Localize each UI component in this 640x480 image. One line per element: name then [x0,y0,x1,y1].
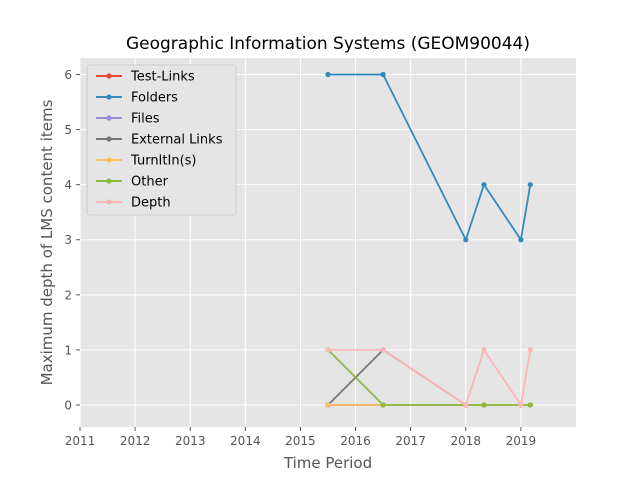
data-point [380,402,386,408]
data-point [463,237,469,243]
legend-label: TurnItIn(s) [130,154,196,169]
data-point [518,402,524,408]
x-tick-label: 2012 [120,434,151,448]
y-tick-label: 1 [64,343,72,357]
data-point [380,347,386,353]
legend-marker [106,178,112,184]
series-folders [325,71,533,243]
x-tick-label: 2013 [175,434,206,448]
x-tick-label: 2011 [65,434,96,448]
legend-label: External Links [131,133,223,148]
data-point [527,402,533,408]
legend-marker [106,94,112,100]
legend-marker [106,157,112,163]
legend-marker [106,115,112,121]
x-tick-label: 2014 [230,434,261,448]
series-depth [325,347,533,408]
x-tick-label: 2019 [506,434,537,448]
data-point [481,182,487,188]
series-layer [325,71,533,408]
y-tick-label: 3 [64,233,72,247]
data-point [463,402,469,408]
data-point [481,402,487,408]
x-axis-label: Time Period [283,454,372,472]
chart-title: Geographic Information Systems (GEOM9004… [126,34,530,54]
legend-marker [106,73,112,79]
x-tick-label: 2017 [395,434,426,448]
legend-label: Other [131,175,169,190]
x-tick-label: 2015 [285,434,316,448]
y-axis-label: Maximum depth of LMS content items [38,99,56,385]
y-tick-label: 5 [64,123,72,137]
x-tick-label: 2016 [340,434,371,448]
legend-label: Files [131,112,160,127]
series-line-depth [328,348,532,406]
y-tick-label: 6 [64,68,72,82]
legend-box [86,64,237,216]
x-axis: 2011 2012 2013 2014 2015 2016 2017 2018 2019 [65,427,536,448]
legend-marker [106,199,112,205]
y-tick-label: 2 [64,288,72,302]
legend: Test-Links Folders Files External Links Turn… [86,64,237,216]
data-point [527,347,533,353]
y-axis: 0 1 2 3 4 5 6 [64,68,80,412]
y-tick-label: 0 [64,398,72,412]
data-point [527,182,533,188]
data-point [325,402,331,408]
data-point [481,347,487,353]
data-point [325,347,331,353]
data-point [325,71,331,78]
legend-marker [106,136,112,142]
data-point [518,237,524,243]
legend-label: Depth [131,196,171,211]
legend-label: Test-Links [130,70,195,85]
x-tick-label: 2018 [451,434,482,448]
y-tick-label: 4 [64,178,72,192]
data-point [380,71,386,78]
series-line-folders [328,73,532,241]
legend-label: Folders [131,91,178,106]
